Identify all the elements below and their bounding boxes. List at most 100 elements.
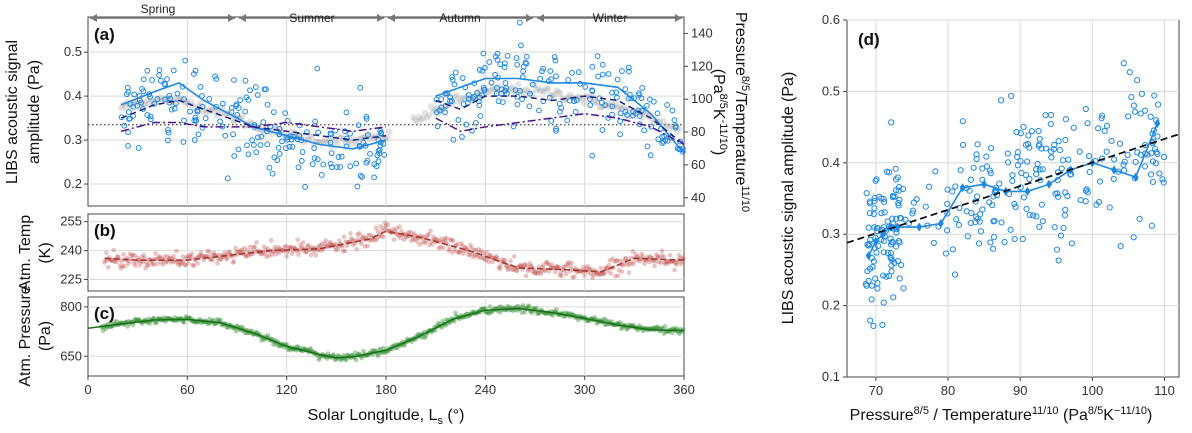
- pressure-point: [154, 320, 160, 325]
- temperature-point: [551, 265, 556, 270]
- temperature-point: [374, 236, 380, 242]
- temperature-point: [199, 253, 205, 259]
- temperature-point: [262, 251, 268, 257]
- scatter-point: [1160, 179, 1167, 186]
- temperature-point: [354, 246, 360, 252]
- season-arrow-head-left: [90, 14, 97, 22]
- scatter-point: [889, 215, 896, 222]
- libs-point: [247, 87, 253, 94]
- scatter-point: [1121, 158, 1128, 165]
- temperature-point: [225, 255, 230, 261]
- libs-point: [167, 95, 174, 102]
- y-tick-label: 0.6: [822, 12, 840, 27]
- pressure-point: [224, 324, 230, 330]
- scatter-point: [866, 265, 874, 272]
- libs-point: [328, 131, 334, 138]
- temperature-point: [398, 235, 403, 241]
- scatter-point: [1098, 112, 1106, 119]
- scatter-point: [1120, 161, 1127, 168]
- scatter-point: [1009, 177, 1016, 185]
- temperature-point: [628, 255, 634, 261]
- temperature-point: [197, 252, 203, 258]
- temperature-point: [450, 250, 455, 255]
- libs-point: [245, 151, 252, 158]
- temperature-point: [472, 252, 478, 258]
- libs-point: [669, 107, 676, 114]
- pressure-point: [496, 304, 502, 310]
- temperature-point: [527, 261, 533, 266]
- grey-ratio-point: [545, 85, 552, 93]
- scatter-point: [1026, 211, 1033, 219]
- temperature-point: [381, 225, 387, 231]
- pressure-point: [183, 314, 189, 319]
- temperature-point: [296, 252, 301, 258]
- scatter-point: [1020, 123, 1027, 130]
- libs-point: [182, 57, 189, 64]
- temperature-point: [579, 268, 584, 273]
- libs-point: [327, 160, 334, 167]
- left-xlabel-unit: (°): [443, 407, 465, 424]
- grey-ratio-point: [566, 91, 574, 98]
- temperature-point: [288, 245, 293, 250]
- libs-point: [553, 127, 559, 134]
- temperature-point: [621, 258, 626, 263]
- grey-ratio-point: [604, 99, 612, 107]
- d-x-unit-pa: (Pa: [1059, 407, 1088, 424]
- temperature-point: [401, 237, 407, 242]
- temperature-point: [444, 236, 450, 241]
- scatter-point: [897, 215, 905, 222]
- scatter-point: [997, 97, 1005, 104]
- pressure-point: [240, 324, 245, 330]
- scatter-point: [896, 275, 903, 282]
- temperature-point: [473, 248, 479, 253]
- libs-point: [334, 164, 340, 171]
- binned-marker: [1154, 119, 1161, 129]
- pressure-point: [233, 329, 239, 334]
- libs-point: [527, 90, 533, 97]
- pressure-point: [522, 309, 527, 315]
- temperature-point: [673, 260, 678, 266]
- scatter-point: [1110, 175, 1117, 183]
- temperature-point: [382, 220, 388, 226]
- libs-point: [237, 97, 244, 104]
- libs-point: [536, 107, 542, 114]
- temperature-point: [665, 260, 671, 266]
- pressure-point: [488, 310, 494, 315]
- panel-b-ylabel-2: (K): [37, 242, 54, 263]
- libs-point: [311, 145, 318, 152]
- temperature-point: [513, 268, 519, 273]
- pressure-point: [103, 326, 109, 332]
- temperature-point: [103, 258, 108, 263]
- libs-point: [605, 115, 612, 121]
- temperature-point: [586, 265, 592, 271]
- temperature-point: [145, 263, 151, 268]
- libs-point: [298, 158, 305, 164]
- scatter-point: [1086, 168, 1093, 176]
- x-tick-label: 80: [941, 383, 955, 398]
- libs-point: [253, 149, 260, 156]
- libs-point: [314, 65, 321, 72]
- libs-point: [363, 113, 370, 120]
- scatter-point: [1059, 157, 1067, 164]
- temperature-point: [533, 268, 539, 274]
- libs-point: [233, 101, 240, 108]
- temperature-point: [333, 247, 339, 253]
- temperature-point: [373, 225, 379, 231]
- temperature-point: [211, 250, 217, 256]
- temperature-point: [610, 256, 615, 261]
- pressure-point: [214, 317, 220, 322]
- scatter-point: [1103, 148, 1110, 155]
- scatter-point: [1036, 166, 1043, 173]
- temperature-point: [502, 257, 508, 263]
- scatter-point: [1070, 124, 1077, 131]
- pressure-point: [515, 308, 520, 313]
- temperature-point: [179, 260, 185, 266]
- scatter-point: [1134, 77, 1141, 84]
- d-x-temperature-sup: 11/10: [1032, 405, 1059, 417]
- temperature-point: [102, 260, 107, 265]
- temperature-point: [370, 236, 376, 242]
- d-x-pressure-sup: 8/5: [914, 405, 929, 417]
- libs-point: [192, 114, 199, 121]
- temperature-point: [276, 244, 281, 250]
- pressure-point: [259, 338, 264, 343]
